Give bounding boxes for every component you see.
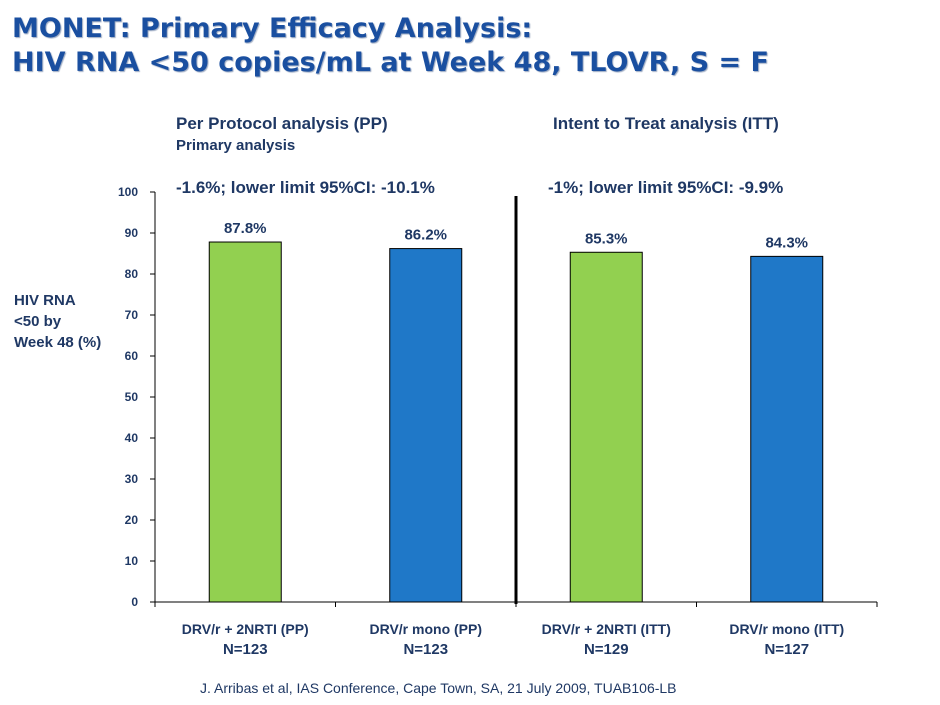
x-category-label: DRV/r + 2NRTI (PP) <box>182 621 309 637</box>
x-category-n-label: N=129 <box>584 641 629 658</box>
y-tick-label: 0 <box>131 595 138 609</box>
title-line-2: HIV RNA <50 copies/mL at Week 48, TLOVR,… <box>12 47 769 78</box>
pp-stat-label: -1.6%; lower limit 95%CI: -10.1% <box>176 178 435 197</box>
bar-4 <box>750 255 824 603</box>
y-tick-label: 90 <box>125 226 139 240</box>
bar-value-label: 85.3% <box>585 230 628 247</box>
y-tick-label: 80 <box>125 267 139 281</box>
y-tick-label: 100 <box>118 185 138 199</box>
pp-section-title: Per Protocol analysis (PP) <box>176 114 388 133</box>
y-tick-label: 10 <box>125 554 139 568</box>
bar-2 <box>389 248 463 603</box>
bar-1 <box>208 241 282 603</box>
bar-value-label: 87.8% <box>224 220 267 237</box>
itt-section-title: Intent to Treat analysis (ITT) <box>553 114 779 133</box>
x-category-n-label: N=127 <box>764 641 809 658</box>
pp-section-subtitle: Primary analysis <box>176 137 296 154</box>
bar-3 <box>569 251 643 603</box>
x-category-label: DRV/r + 2NRTI (ITT) <box>542 621 671 637</box>
slide-title: MONET: Primary Efficacy Analysis: HIV RN… <box>12 12 769 80</box>
y-tick-label: 50 <box>125 390 139 404</box>
x-category-n-label: N=123 <box>223 641 268 658</box>
y-tick-label: 40 <box>125 431 139 445</box>
x-category-label: DRV/r mono (PP) <box>369 621 482 637</box>
y-axis-label: HIV RNA <50 by Week 48 (%) <box>14 292 102 351</box>
y-tick-label: 30 <box>125 472 139 486</box>
y-tick-label: 70 <box>125 308 139 322</box>
x-category-label: DRV/r mono (ITT) <box>729 621 844 637</box>
itt-stat-label: -1%; lower limit 95%CI: -9.9% <box>548 178 784 197</box>
y-tick-label: 60 <box>125 349 139 363</box>
y-tick-label: 20 <box>125 513 139 527</box>
bar-value-label: 84.3% <box>765 234 808 251</box>
citation: J. Arribas et al, IAS Conference, Cape T… <box>200 680 677 696</box>
x-category-n-label: N=123 <box>403 641 448 658</box>
title-line-1: MONET: Primary Efficacy Analysis: <box>12 13 533 44</box>
bar-value-label: 86.2% <box>404 227 447 244</box>
